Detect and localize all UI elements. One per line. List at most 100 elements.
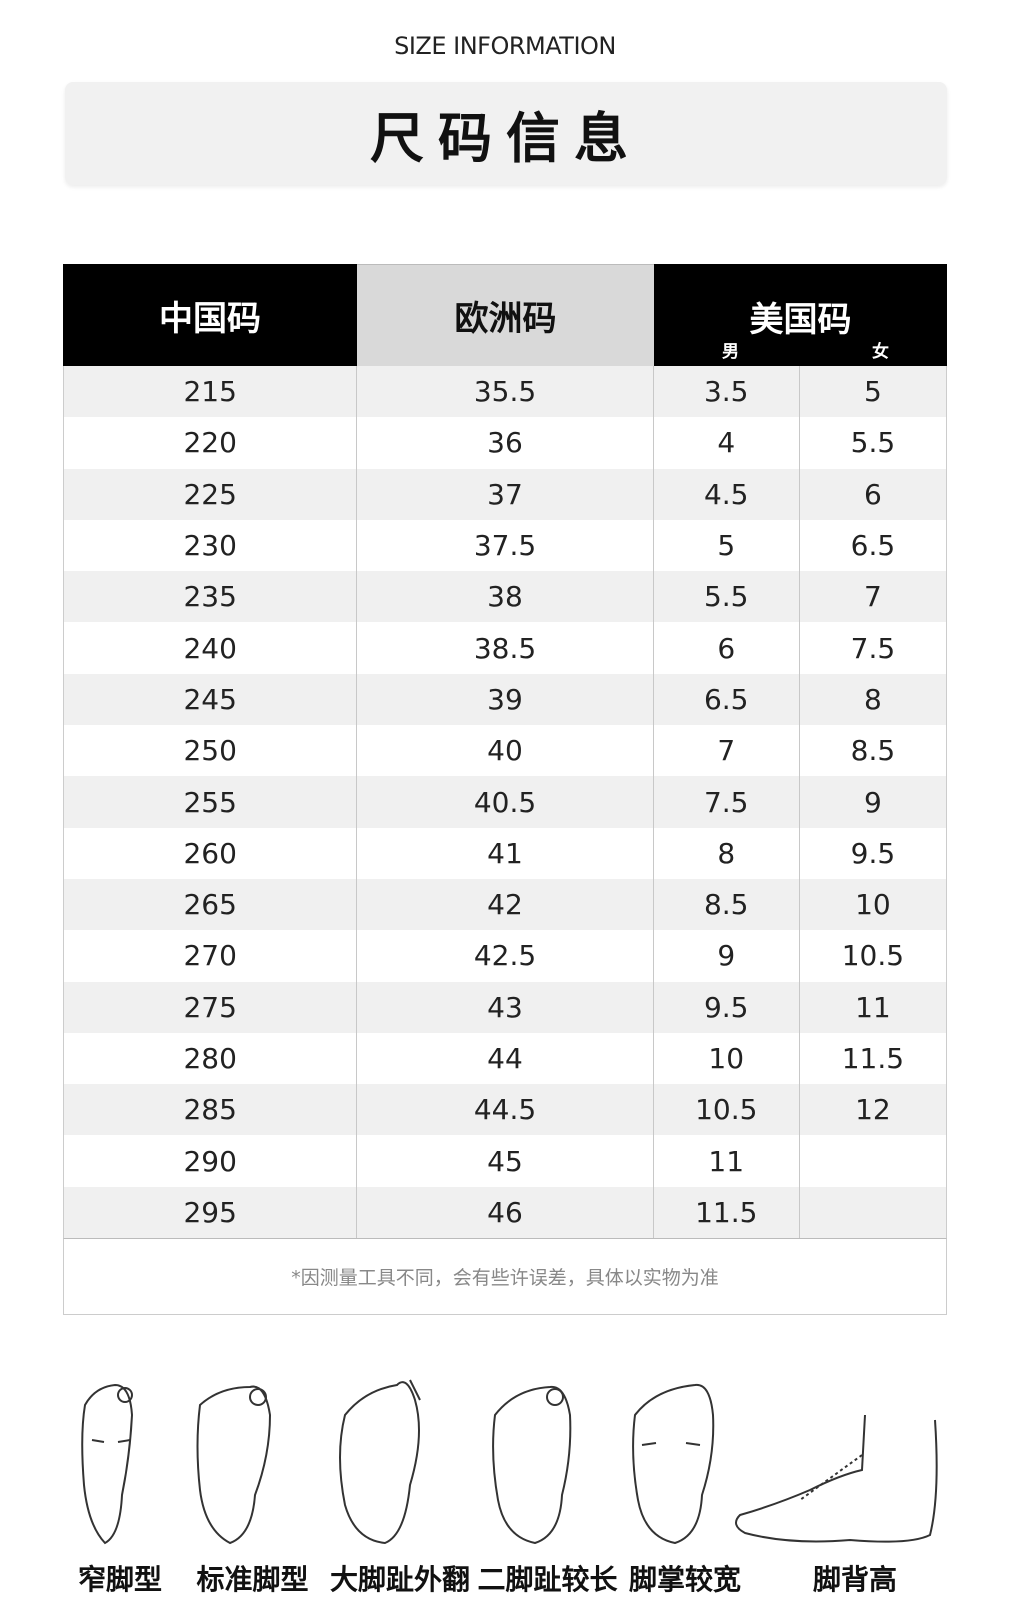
us-women-size-cell: 12 [855,1093,891,1127]
us-men-label: 男 [722,342,739,362]
eu-size-cell: 42.5 [357,930,654,982]
us-men-size-cell: 3.5 [654,366,800,418]
cn-size-cell: 275 [64,981,358,1033]
us-women-size-cell: 11 [855,990,891,1024]
eu-size-cell: 39 [357,673,654,726]
table-row: 255 40.5 7.5 9 [64,776,946,828]
us-men-size-cell: 9.5 [654,981,800,1033]
table-row: 265 42 8.5 10 [64,878,946,931]
foot-type-label: 二脚趾较长 [477,1563,618,1596]
foot-type-label: 大脚趾外翻 [329,1563,470,1596]
us-men-size-cell: 4.5 [654,468,800,520]
us-men-size-cell: 11 [654,1135,800,1187]
high-instep-foot-icon [735,1414,938,1543]
us-women-size-cell: 7 [864,580,882,614]
cn-size-cell: 245 [64,673,358,726]
us-women-size-cell: 6.5 [850,529,896,563]
us-women-size-cell: 8 [864,682,882,716]
table-row: 250 40 7 8.5 [64,725,946,777]
eu-size-cell: 45 [357,1135,654,1187]
table-body: 215 35.5 3.5 5 220 36 4 5.5 225 37 4.5 6 230 37.5 5 6.5… [63,366,947,1239]
us-women-size-cell: 5 [864,375,882,409]
us-men-size-cell: 8 [654,827,800,879]
table-row: 270 42.5 9 10.5 [64,930,946,982]
table-row: 215 35.5 3.5 5 [64,366,946,418]
table-row: 240 38.5 6 7.5 [64,622,946,674]
cn-size-cell: 260 [64,827,358,879]
wide-foot-icon [632,1383,715,1545]
foot-type-label: 脚掌较宽 [628,1563,741,1596]
eu-size-cell: 40 [357,725,654,777]
us-label: 美国码 [749,300,852,340]
cn-size-cell: 250 [64,725,358,777]
eu-size-cell: 42 [357,878,654,931]
table-row: 290 45 11 [64,1135,946,1187]
us-women-size-cell: 5.5 [850,426,896,460]
eu-size-cell: 37.5 [357,519,654,572]
cn-size-cell: 290 [64,1135,358,1187]
table-row: 230 37.5 5 6.5 [64,519,946,572]
us-men-size-cell: 5.5 [654,571,800,623]
footnote: *因测量工具不同，会有些许误差，具体以实物为准 [63,1238,947,1316]
cn-size-cell: 240 [64,622,358,674]
eu-size-cell: 38 [357,571,654,623]
table-row: 275 43 9.5 11 [64,981,946,1033]
us-men-size-cell: 6 [654,622,800,674]
table-row: 225 37 4.5 6 [64,468,946,520]
col-header-us: 美国码 男 女 [654,264,947,366]
size-table: 中国码 欧洲码 美国码 男 女 215 35.5 3.5 5 220 36 4 5.5 225 3… [63,264,947,1316]
cn-size-cell: 255 [64,776,358,828]
bunion-foot-icon [339,1379,421,1545]
cn-size-cell: 280 [64,1032,358,1085]
us-men-size-cell: 6.5 [654,673,800,726]
table-row: 285 44.5 10.5 12 [64,1084,946,1136]
subtitle: SIZE INFORMATION [394,32,616,60]
table-row: 245 39 6.5 8 [64,673,946,726]
table-row: 220 36 4 5.5 [64,417,946,469]
us-men-size-cell: 10 [654,1032,800,1085]
us-men-size-cell: 4 [654,417,800,469]
us-women-label: 女 [872,342,889,362]
foot-type-illustrations [81,1379,938,1545]
us-women-size-cell: 9.5 [850,836,896,870]
us-women-size-cell: 7.5 [850,631,896,665]
us-men-size-cell: 7.5 [654,776,800,828]
foot-type-label: 脚背高 [812,1563,897,1596]
us-women-size-cell: 10.5 [841,939,905,973]
cn-size-cell: 265 [64,878,358,931]
us-men-size-cell: 9 [654,930,800,982]
eu-size-cell: 40.5 [357,776,654,828]
table-row: 260 41 8 9.5 [64,827,946,879]
narrow-foot-icon [81,1383,134,1545]
us-women-size-cell: 10 [855,888,891,922]
table-row: 295 46 11.5 [64,1186,946,1239]
col-header-cn: 中国码 [63,264,357,366]
foot-type-label: 窄脚型 [77,1563,162,1596]
cn-size-cell: 225 [64,468,358,520]
col-header-eu: 欧洲码 [357,264,654,366]
eu-size-cell: 41 [357,827,654,879]
us-men-size-cell: 7 [654,725,800,777]
table-header: 中国码 欧洲码 美国码 男 女 [63,264,947,366]
foot-type-labels: 窄脚型 标准脚型 大脚趾外翻 二脚趾较长 脚掌较宽 脚背高 [60,1558,960,1598]
eu-size-cell: 43 [357,981,654,1033]
us-men-size-cell: 10.5 [654,1084,800,1136]
eu-size-cell: 36 [357,417,654,469]
foot-type-label: 标准脚型 [196,1563,309,1596]
cn-size-cell: 295 [64,1186,358,1239]
us-men-size-cell: 8.5 [654,878,800,931]
cn-size-cell: 285 [64,1084,358,1136]
cn-size-cell: 270 [64,930,358,982]
cn-size-cell: 235 [64,571,358,623]
us-women-size-cell: 9 [864,785,882,819]
us-women-size-cell: 8.5 [850,734,896,768]
page-title: 尺码信息 [370,107,642,170]
eu-size-cell: 44.5 [357,1084,654,1136]
eu-size-cell: 38.5 [357,622,654,674]
standard-foot-icon [196,1385,272,1545]
cn-size-cell: 230 [64,519,358,572]
eu-size-cell: 44 [357,1032,654,1085]
eu-size-cell: 46 [357,1186,654,1239]
us-men-size-cell: 5 [654,519,800,572]
eu-size-cell: 35.5 [357,366,654,418]
